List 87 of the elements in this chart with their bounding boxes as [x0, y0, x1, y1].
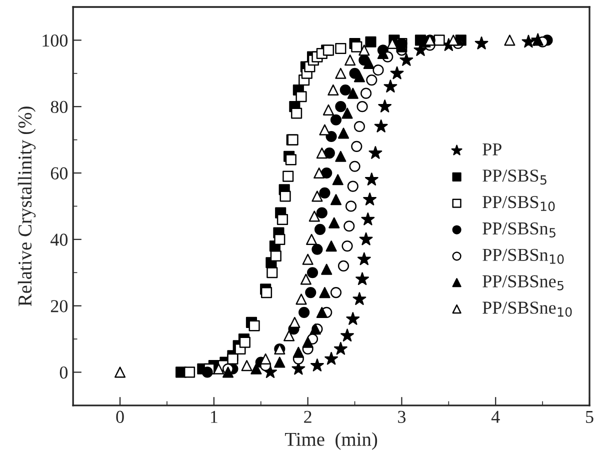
point	[390, 66, 404, 80]
point	[378, 100, 392, 112]
point	[184, 366, 196, 378]
point	[328, 217, 340, 228]
point	[363, 192, 377, 206]
point	[356, 272, 369, 286]
x-axis-title: Time (min)	[285, 432, 378, 450]
point	[332, 174, 344, 186]
point	[306, 267, 318, 278]
point	[347, 88, 358, 99]
point	[364, 172, 378, 186]
x-tick-label: 0	[116, 410, 124, 423]
point	[202, 366, 213, 378]
point	[335, 150, 346, 162]
point	[280, 190, 291, 202]
point	[282, 170, 294, 182]
point	[352, 292, 366, 305]
point	[474, 36, 488, 50]
point	[340, 84, 351, 96]
y-tick-label: 80	[50, 100, 68, 114]
point	[310, 358, 324, 372]
y-tick-label: 20	[50, 300, 68, 312]
y-axis-title: Relative Crystallinity (%)	[18, 106, 36, 306]
legend-label: PP/SBSne$_{5}$	[482, 275, 564, 290]
point	[363, 58, 374, 69]
point	[292, 346, 304, 358]
point	[319, 286, 330, 298]
y-tick-label: 0	[60, 366, 68, 379]
point	[312, 244, 323, 255]
point	[321, 264, 332, 275]
point	[239, 336, 250, 348]
point	[324, 148, 335, 159]
point	[335, 101, 346, 112]
legend-label: PP	[482, 143, 502, 156]
x-tick-label: 3	[398, 410, 406, 423]
point	[374, 119, 388, 132]
point	[298, 306, 310, 318]
y-tick-label: 100	[42, 34, 68, 47]
point	[314, 224, 326, 235]
point	[291, 108, 302, 119]
x-tick-label: 4	[491, 410, 500, 423]
x-tick-label: 2	[304, 410, 312, 423]
point	[359, 232, 373, 246]
point	[384, 80, 398, 92]
point	[334, 342, 348, 355]
point	[260, 286, 272, 298]
point	[316, 306, 328, 318]
point	[361, 212, 375, 226]
y-tick-label: 60	[50, 167, 68, 180]
point	[227, 353, 238, 364]
x-tick-label: 1	[211, 410, 218, 423]
legend-label: PP/SBSn$_{5}$	[482, 222, 556, 238]
point	[368, 146, 382, 159]
point	[324, 352, 338, 365]
point	[365, 36, 376, 48]
point	[400, 53, 414, 66]
point	[274, 356, 286, 368]
y-tick-label: 40	[50, 234, 68, 246]
point	[326, 240, 337, 252]
legend-label: PP/SBSne$_{10}$	[482, 302, 572, 317]
point	[248, 320, 260, 332]
point	[305, 286, 316, 298]
point	[274, 234, 286, 245]
point	[346, 312, 360, 325]
point	[330, 114, 342, 126]
point	[522, 34, 536, 48]
legend-label: PP/SBS$_{10}$	[482, 196, 555, 212]
point	[319, 187, 330, 198]
point	[335, 42, 346, 54]
point	[321, 167, 332, 179]
point	[338, 128, 350, 139]
point	[250, 363, 262, 374]
legend-label: PP/SBS$_{5}$	[482, 170, 546, 185]
point	[340, 328, 354, 342]
legend-label: PP/SBSn$_{10}$	[482, 248, 564, 264]
point	[351, 41, 362, 52]
point	[357, 252, 371, 266]
point	[222, 366, 234, 378]
point	[342, 108, 353, 119]
point	[296, 91, 307, 102]
x-tick-label: 5	[586, 410, 594, 423]
point	[330, 194, 342, 206]
point	[302, 336, 314, 348]
point	[285, 154, 296, 166]
point	[276, 214, 288, 226]
point	[316, 207, 328, 218]
point	[354, 71, 365, 82]
